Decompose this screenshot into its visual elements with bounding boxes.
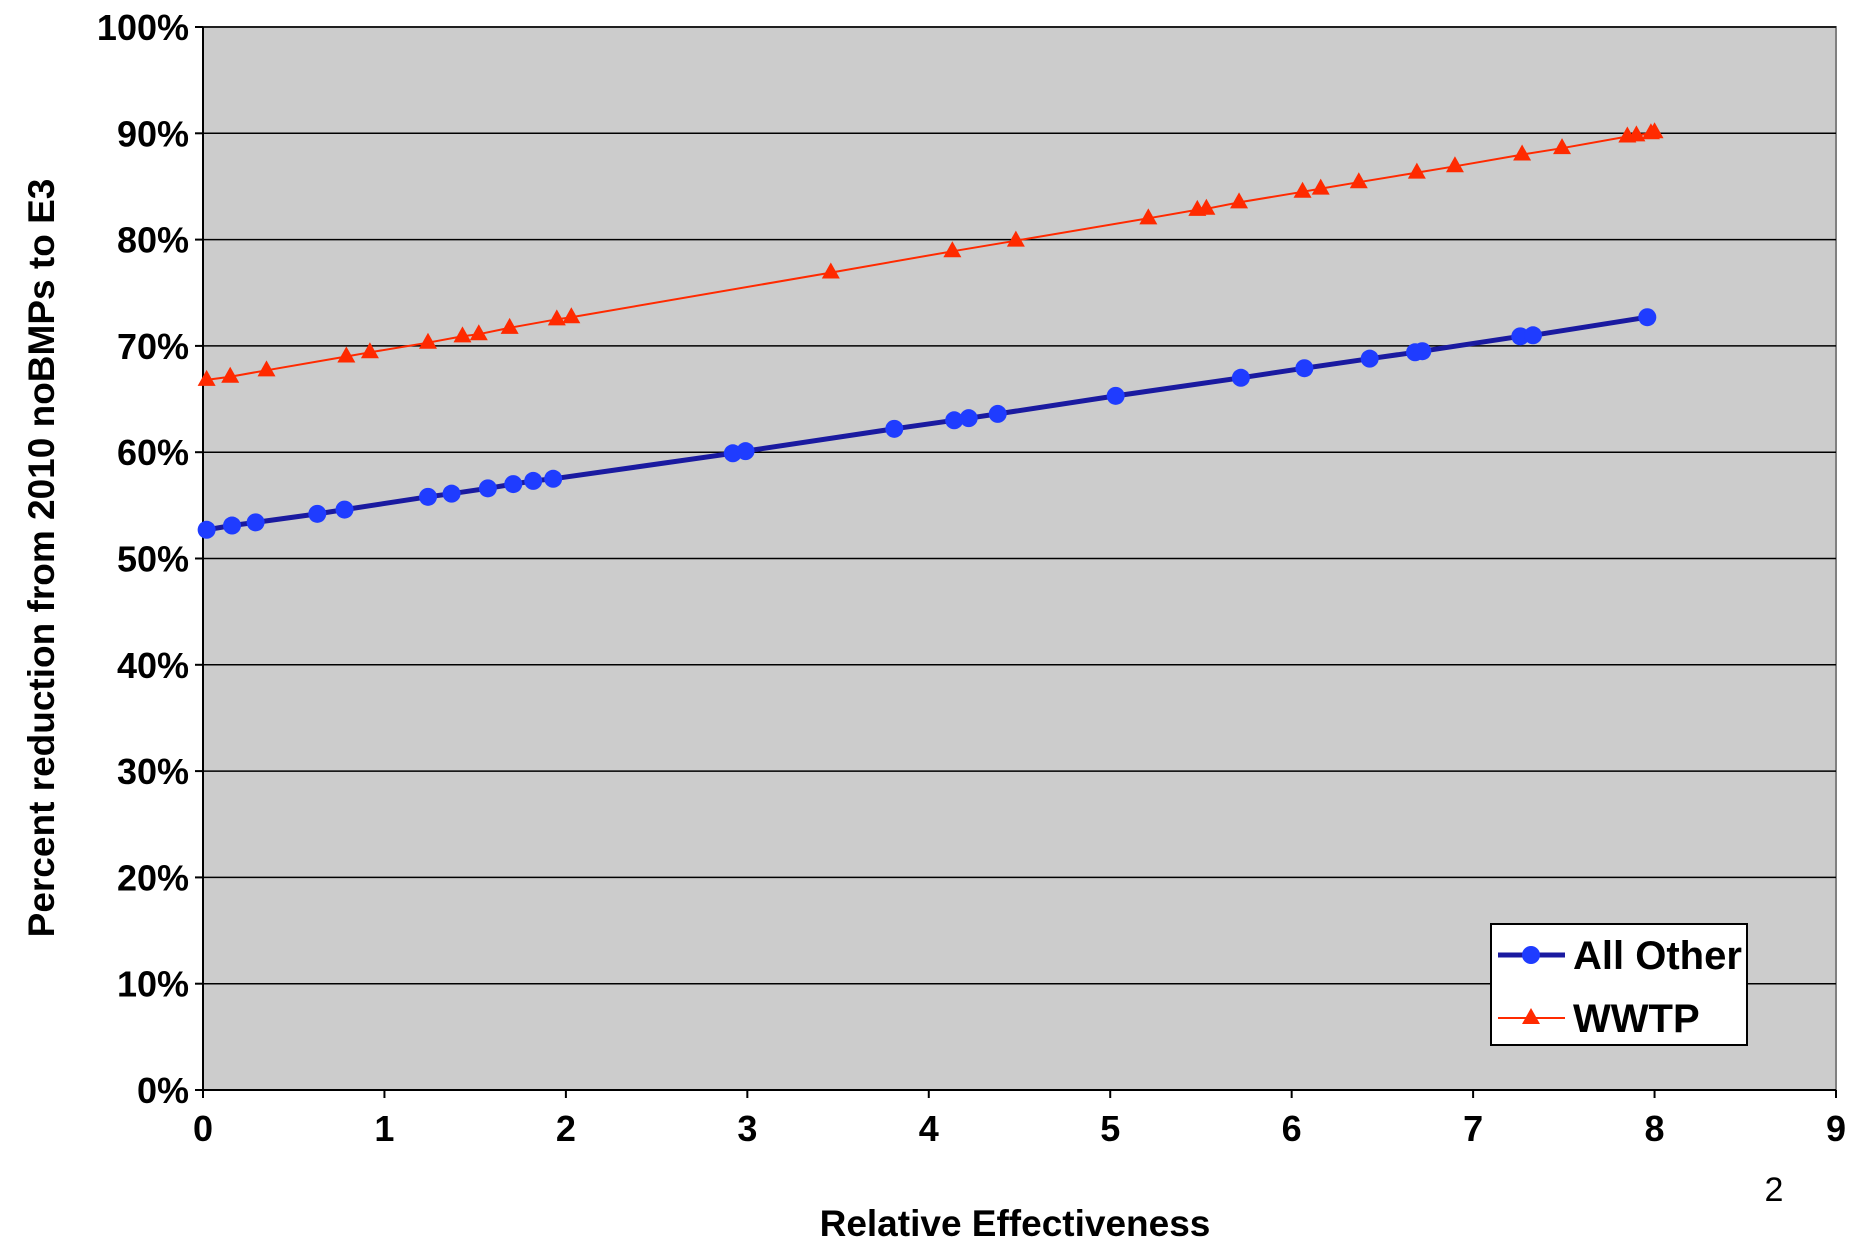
data-point-wwtp xyxy=(1445,156,1464,173)
data-point-all-other xyxy=(478,479,497,498)
data-point-all-other xyxy=(308,504,327,523)
data-point-all-other xyxy=(1106,386,1125,405)
x-tick-label: 0 xyxy=(193,1108,213,1149)
y-tick-label: 90% xyxy=(117,113,189,154)
data-point-all-other xyxy=(885,419,904,438)
legend-label-wwtp: WWTP xyxy=(1573,997,1700,1041)
data-point-all-other xyxy=(335,500,354,519)
x-tick-label: 3 xyxy=(737,1108,757,1149)
data-point-wwtp xyxy=(943,241,962,258)
data-point-all-other xyxy=(197,520,216,539)
y-tick-label: 30% xyxy=(117,751,189,792)
data-point-all-other xyxy=(418,487,437,506)
page-number: 2 xyxy=(1765,1171,1784,1209)
data-point-wwtp xyxy=(360,342,379,359)
data-point-all-other xyxy=(1360,349,1379,368)
data-point-all-other xyxy=(959,409,978,428)
data-point-wwtp xyxy=(1197,198,1216,215)
data-point-wwtp xyxy=(1139,208,1158,225)
data-point-wwtp xyxy=(453,326,472,343)
data-point-all-other xyxy=(504,475,523,494)
x-tick-label: 8 xyxy=(1645,1108,1665,1149)
data-point-wwtp xyxy=(500,317,519,334)
y-tick-label: 70% xyxy=(117,326,189,367)
data-point-wwtp xyxy=(257,360,276,377)
data-point-wwtp xyxy=(562,307,581,324)
y-tick-label: 0% xyxy=(137,1070,189,1111)
y-tick-label: 50% xyxy=(117,539,189,580)
y-tick-labels: 0% 10% 20% 30% 40% 50% 60% 70% 80% 90% 100% xyxy=(97,7,189,1111)
x-tick-labels: 0 1 2 3 4 5 6 7 8 9 xyxy=(193,1108,1846,1149)
y-tick-label: 40% xyxy=(117,645,189,686)
y-tick-label: 20% xyxy=(117,857,189,898)
data-point-wwtp xyxy=(1407,162,1426,179)
data-point-wwtp xyxy=(469,324,488,341)
data-point-all-other xyxy=(246,513,265,532)
data-point-all-other xyxy=(442,484,461,503)
data-point-all-other xyxy=(945,411,964,430)
data-point-all-other xyxy=(223,516,242,535)
data-point-all-other xyxy=(524,471,543,490)
legend: All Other WWTP xyxy=(1490,923,1748,1046)
x-tick-label: 2 xyxy=(556,1108,576,1149)
data-point-wwtp xyxy=(221,366,240,383)
y-tick-label: 10% xyxy=(117,964,189,1005)
x-tick-label: 7 xyxy=(1463,1108,1483,1149)
axes xyxy=(195,26,1837,1098)
data-point-wwtp xyxy=(1553,138,1572,155)
data-point-wwtp xyxy=(547,309,566,326)
data-point-wwtp xyxy=(1293,181,1312,198)
data-point-wwtp xyxy=(1645,122,1664,139)
legend-all-other-marker xyxy=(1522,946,1540,964)
legend-box xyxy=(1490,923,1748,1046)
data-point-wwtp xyxy=(337,346,356,363)
x-tick-label: 5 xyxy=(1100,1108,1120,1149)
data-point-all-other xyxy=(1638,308,1657,327)
data-point-all-other xyxy=(988,404,1007,423)
series-layer xyxy=(197,122,1664,539)
data-point-all-other xyxy=(1231,368,1250,387)
data-point-all-other xyxy=(544,469,563,488)
data-point-wwtp xyxy=(1311,178,1330,195)
y-tick-label: 80% xyxy=(117,220,189,261)
data-point-wwtp xyxy=(197,369,216,386)
data-point-wwtp xyxy=(1349,172,1368,189)
data-point-wwtp xyxy=(1230,192,1249,209)
data-point-all-other xyxy=(1523,326,1542,345)
y-axis-title: Percent reduction from 2010 noBMPs to E3 xyxy=(21,179,62,938)
x-tick-label: 6 xyxy=(1282,1108,1302,1149)
x-tick-label: 9 xyxy=(1826,1108,1846,1149)
y-tick-label: 60% xyxy=(117,432,189,473)
x-axis-title: Relative Effectiveness xyxy=(820,1203,1211,1241)
data-point-all-other xyxy=(1413,342,1432,361)
data-point-all-other xyxy=(736,442,755,461)
data-point-wwtp xyxy=(1627,125,1646,142)
data-point-wwtp xyxy=(821,262,840,279)
y-tick-label: 100% xyxy=(97,7,189,48)
x-tick-label: 4 xyxy=(919,1108,939,1149)
legend-wwtp-marker xyxy=(1522,1008,1540,1024)
data-point-wwtp xyxy=(418,332,437,349)
data-point-all-other xyxy=(1295,359,1314,378)
legend-label-all-other: All Other xyxy=(1573,934,1742,978)
x-tick-label: 1 xyxy=(374,1108,394,1149)
data-point-wwtp xyxy=(1513,144,1532,161)
data-point-wwtp xyxy=(1006,230,1025,247)
